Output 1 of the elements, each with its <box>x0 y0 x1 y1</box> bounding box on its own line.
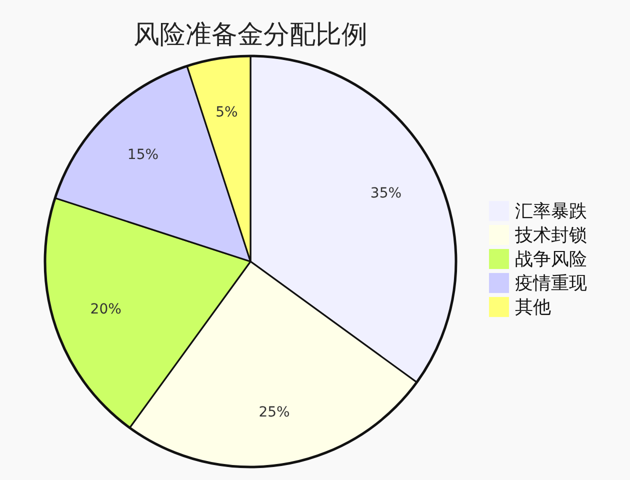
title: 风险准备金分配比例 <box>134 20 368 50</box>
